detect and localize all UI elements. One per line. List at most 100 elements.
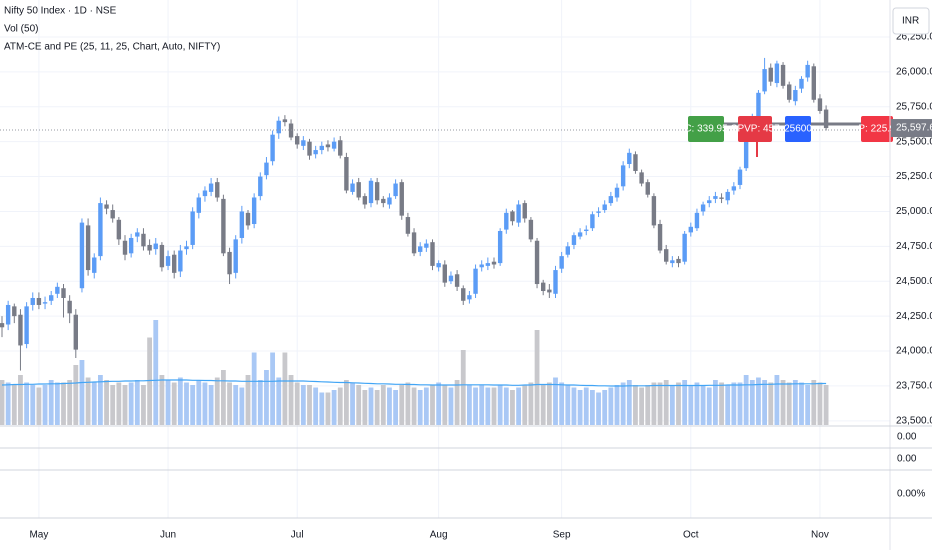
volume-bar bbox=[221, 370, 226, 425]
candle-body bbox=[602, 204, 607, 211]
candle-body bbox=[42, 302, 48, 304]
volume-bar bbox=[491, 387, 497, 425]
candle-body bbox=[627, 152, 632, 164]
volume-bar bbox=[694, 382, 700, 425]
candle-body bbox=[233, 239, 238, 273]
volume-bar bbox=[805, 385, 811, 425]
candle-body bbox=[553, 270, 558, 294]
volume-bar bbox=[423, 387, 429, 425]
candle-body bbox=[504, 212, 509, 230]
y-tick-label: 26,250.00 bbox=[896, 32, 932, 43]
candle-body bbox=[18, 314, 23, 346]
volume-bar bbox=[165, 380, 171, 425]
volume-bar bbox=[337, 387, 343, 425]
volume-bar bbox=[436, 382, 442, 425]
volume-bar bbox=[257, 380, 263, 425]
volume-bar bbox=[30, 385, 36, 425]
volume-bar bbox=[319, 392, 325, 425]
y-tick-label: 25,000.00 bbox=[896, 206, 932, 217]
candle-body bbox=[172, 254, 177, 273]
candle-body bbox=[184, 246, 189, 250]
volume-bar bbox=[393, 390, 398, 425]
volume-bar bbox=[823, 385, 829, 425]
candle-body bbox=[528, 219, 534, 240]
candle-body bbox=[411, 232, 417, 254]
volume-bar bbox=[602, 390, 608, 425]
volume-bar bbox=[713, 380, 718, 425]
volume-bar bbox=[596, 392, 601, 425]
volume-bar bbox=[430, 385, 435, 425]
candle-body bbox=[608, 196, 614, 204]
candle-body bbox=[424, 243, 429, 248]
volume-bar bbox=[98, 375, 103, 425]
candle-body bbox=[338, 140, 343, 156]
volume-bar bbox=[448, 387, 454, 425]
candle-body bbox=[61, 288, 66, 298]
volume-bar bbox=[571, 387, 577, 425]
candle-body bbox=[227, 251, 232, 275]
candle-body bbox=[30, 297, 35, 305]
candle-body bbox=[381, 198, 386, 204]
volume-bar bbox=[344, 380, 349, 425]
candle-body bbox=[737, 169, 743, 185]
candle-body bbox=[159, 244, 165, 268]
volume-bar bbox=[460, 350, 466, 425]
volume-bar bbox=[559, 382, 565, 425]
candle-body bbox=[288, 123, 294, 138]
volume-bar bbox=[245, 375, 251, 425]
candle-body bbox=[522, 203, 527, 219]
volume-bar bbox=[639, 387, 644, 425]
volume-bar bbox=[780, 380, 786, 425]
volume-bar bbox=[663, 380, 669, 425]
currency-box[interactable] bbox=[892, 7, 930, 35]
candle-body bbox=[79, 222, 85, 289]
volume-bar bbox=[454, 380, 460, 425]
volume-bar bbox=[239, 387, 245, 425]
indicator-label: ATM-CE and PE (25, 11, 25, Chart, Auto, … bbox=[4, 42, 220, 53]
overlay-label: P: 225.9 bbox=[858, 124, 896, 135]
candle-body bbox=[208, 183, 214, 192]
y-tick-label: 26,000.00 bbox=[896, 67, 932, 78]
volume-bar bbox=[657, 382, 663, 425]
volume-bar bbox=[503, 387, 509, 425]
candle-body bbox=[547, 289, 552, 293]
volume-bar bbox=[768, 382, 774, 425]
x-tick-label: Aug bbox=[430, 530, 448, 541]
candle-body bbox=[565, 246, 570, 255]
volume-bar bbox=[214, 377, 220, 425]
candle-body bbox=[405, 217, 411, 234]
volume-bar bbox=[682, 380, 688, 425]
volume-bar bbox=[608, 387, 614, 425]
candle-body bbox=[387, 197, 392, 205]
candle-body bbox=[245, 212, 251, 226]
candle-body bbox=[534, 240, 540, 285]
candle-body bbox=[713, 196, 718, 199]
sub-pane-label: 0.00 bbox=[897, 454, 917, 465]
candle-body bbox=[670, 260, 675, 264]
candle-body bbox=[590, 214, 595, 229]
candle-body bbox=[768, 67, 773, 82]
candle-body bbox=[510, 211, 515, 222]
candle-body bbox=[571, 235, 577, 245]
volume-bar bbox=[11, 385, 17, 425]
volume-bar bbox=[688, 385, 694, 425]
y-tick-label: 24,000.00 bbox=[896, 346, 932, 357]
candle-body bbox=[633, 154, 638, 171]
volume-bar bbox=[417, 390, 423, 425]
volume-bar bbox=[313, 387, 319, 425]
volume-bar bbox=[633, 385, 638, 425]
candle-body bbox=[55, 286, 60, 294]
volume-bar bbox=[534, 330, 540, 425]
candle-body bbox=[73, 314, 78, 350]
volume-bar bbox=[196, 380, 202, 425]
volume-bar bbox=[159, 375, 165, 425]
volume-bar bbox=[128, 382, 134, 425]
volume-bar bbox=[553, 377, 558, 425]
candle-body bbox=[251, 197, 257, 225]
candle-body bbox=[491, 261, 497, 265]
volume-bar bbox=[325, 392, 331, 425]
volume-bar bbox=[626, 380, 632, 425]
y-tick-label: 24,250.00 bbox=[896, 311, 932, 322]
candle-body bbox=[5, 304, 11, 325]
